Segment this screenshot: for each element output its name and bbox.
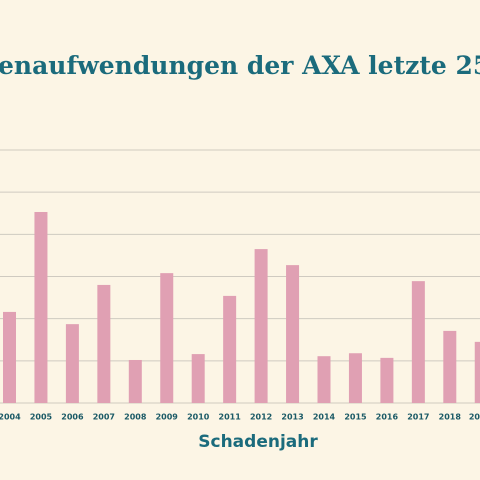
- x-tick-label: 2009: [156, 413, 179, 422]
- bar: [254, 249, 268, 403]
- bar: [97, 284, 111, 403]
- bar: [348, 353, 362, 403]
- bar: [65, 324, 79, 403]
- x-tick-label: 2005: [30, 413, 53, 422]
- x-tick-label: 2004: [0, 413, 21, 422]
- x-tick-label: 2011: [219, 413, 242, 422]
- bar: [474, 341, 480, 403]
- bar: [3, 311, 16, 403]
- x-tick-label: 2006: [61, 413, 84, 422]
- x-tick-label: 2016: [376, 413, 399, 422]
- x-tick-label: 2012: [250, 413, 272, 422]
- bar: [411, 281, 425, 403]
- bar: [223, 295, 237, 403]
- bar: [34, 211, 48, 403]
- bar: [317, 356, 331, 403]
- x-tick-label: 2013: [281, 413, 303, 422]
- x-tick-label: 2015: [344, 413, 367, 422]
- x-tick-label: 2017: [407, 413, 429, 422]
- bar: [191, 354, 205, 403]
- bar: [443, 330, 457, 403]
- bar: [380, 357, 394, 403]
- x-tick-label: 20: [469, 413, 480, 422]
- x-tick-label: 2014: [313, 413, 336, 422]
- x-tick-label: 2008: [124, 413, 147, 422]
- chart-title: enaufwendungen der AXA letzte 25 Jah: [0, 51, 480, 80]
- bar: [160, 273, 174, 403]
- x-tick-label: 2007: [93, 413, 115, 422]
- x-tick-label: 2018: [439, 413, 462, 422]
- x-tick-label: 2010: [187, 413, 210, 422]
- bar: [128, 359, 142, 403]
- x-axis-label: Schadenjahr: [198, 432, 318, 452]
- bar: [286, 265, 300, 403]
